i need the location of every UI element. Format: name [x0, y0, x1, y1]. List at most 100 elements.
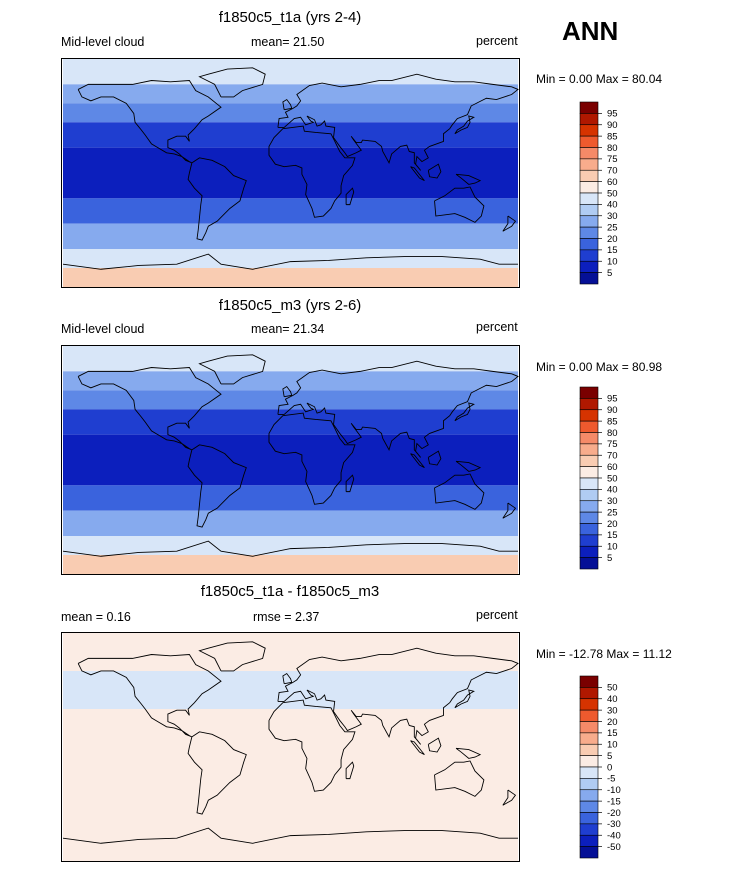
band-0-7 [62, 223, 519, 249]
colorbar-box-2-0 [579, 675, 599, 688]
colorbar-label-0-3: 80 [607, 143, 618, 154]
colorbar-box-0-11 [579, 226, 599, 239]
coastline-0-4 [268, 125, 356, 218]
band-0-4 [62, 147, 519, 173]
coastline-0-10 [282, 98, 293, 111]
colorbar-box-1-6 [579, 454, 599, 467]
colorbar-box-1-8 [579, 477, 599, 490]
colorbar-box-0-10 [579, 215, 599, 228]
coastline-1-8 [455, 460, 482, 472]
band-0-8 [62, 249, 519, 268]
colorbar-label-1-0: 95 [607, 394, 618, 405]
colorbar-box-1-13 [579, 534, 599, 547]
colorbar-box-2-10 [579, 789, 599, 802]
panel-1-title: f1850c5_t1a (yrs 2-4) [218, 9, 362, 26]
coastline-1-0 [77, 367, 222, 451]
colorbar-label-2-3: 20 [607, 717, 618, 728]
colorbar-label-1-12: 15 [607, 530, 618, 541]
coastline-1-11 [345, 474, 355, 493]
panel-2-mean: mean= 21.34 [251, 322, 325, 336]
colorbar-label-0-1: 90 [607, 120, 618, 131]
coastline-2-12 [502, 789, 517, 806]
colorbar-box-1-9 [579, 489, 599, 502]
colorbar-label-1-13: 10 [607, 542, 618, 553]
coastline-1-4 [268, 412, 356, 505]
panel-1-min-max: Min = 0.00 Max = 80.04 [536, 72, 663, 86]
coastline-1-5 [434, 473, 485, 510]
colorbar-box-1-12 [579, 523, 599, 536]
colorbar-label-2-1: 40 [607, 694, 618, 705]
colorbar-box-0-12 [579, 238, 599, 251]
band-1-4 [62, 434, 519, 460]
colorbar-label-2-8: -5 [607, 774, 615, 785]
colorbar-box-2-14 [579, 834, 599, 847]
colorbar-label-2-10: -15 [607, 796, 621, 807]
colorbar-label-1-14: 5 [607, 553, 612, 564]
colorbar-label-1-2: 85 [607, 416, 618, 427]
colorbar-box-1-15 [579, 557, 599, 570]
colorbar-box-0-8 [579, 192, 599, 205]
coastline-2-9 [454, 689, 475, 709]
coastline-1-3 [277, 360, 519, 458]
colorbar-label-1-7: 50 [607, 473, 618, 484]
coastline-2-7 [410, 740, 425, 756]
colorbar-label-0-4: 75 [607, 154, 618, 165]
panel-3-units: percent [476, 608, 518, 622]
coastline-2-0 [77, 654, 222, 738]
band-2-5 [62, 823, 519, 861]
colorbar-box-0-3 [579, 135, 599, 148]
coastline-0-6 [427, 163, 442, 179]
colorbar-box-0-0 [579, 101, 599, 114]
colorbar-label-0-7: 50 [607, 188, 618, 199]
colorbar-box-1-5 [579, 443, 599, 456]
colorbar-label-1-10: 25 [607, 507, 618, 518]
panel-2-map [61, 345, 520, 575]
coastline-2-8 [455, 747, 482, 759]
colorbar-label-0-14: 5 [607, 268, 612, 279]
panel-3-min-max: Min = -12.78 Max = 11.12 [536, 647, 672, 661]
panel-1-units: percent [476, 34, 518, 48]
coastline-2-2 [187, 731, 247, 815]
colorbar-label-2-7: 0 [607, 762, 612, 773]
colorbar-label-1-8: 40 [607, 485, 618, 496]
colorbar-label-2-5: 10 [607, 740, 618, 751]
coastline-2-3 [277, 647, 519, 745]
coastline-0-12 [502, 215, 517, 232]
colorbar-box-0-1 [579, 113, 599, 126]
colorbar-label-2-12: -30 [607, 819, 621, 830]
coastline-1-10 [282, 385, 293, 398]
band-2-1 [62, 671, 519, 709]
coastline-0-8 [455, 173, 482, 185]
panel-2-variable: Mid-level cloud [61, 322, 145, 336]
panel-1-variable: Mid-level cloud [61, 35, 145, 49]
colorbar-label-0-10: 25 [607, 222, 618, 233]
colorbar-box-1-7 [579, 466, 599, 479]
colorbar-box-0-6 [579, 169, 599, 182]
colorbar-box-2-2 [579, 698, 599, 711]
coastline-1-1 [198, 354, 266, 385]
panel-3-mean: mean = 0.16 [61, 610, 131, 624]
band-2-0 [62, 633, 519, 671]
colorbar-box-2-6 [579, 743, 599, 756]
colorbar-label-0-11: 20 [607, 234, 618, 245]
colorbar-box-2-15 [579, 846, 599, 859]
coastline-0-9 [454, 115, 475, 135]
coastline-2-1 [198, 641, 266, 672]
coastline-0-11 [345, 187, 355, 206]
colorbar-box-0-7 [579, 181, 599, 194]
colorbar-box-2-9 [579, 778, 599, 791]
colorbar-box-2-12 [579, 812, 599, 825]
colorbar-box-1-14 [579, 545, 599, 558]
band-0-9 [62, 268, 519, 287]
colorbar-box-1-1 [579, 398, 599, 411]
coastline-0-3 [277, 73, 519, 171]
panel-3-map [61, 632, 520, 862]
colorbar-box-0-2 [579, 124, 599, 137]
colorbar-label-0-2: 85 [607, 131, 618, 142]
band-1-8 [62, 536, 519, 555]
colorbar-box-2-1 [579, 687, 599, 700]
coastline-0-7 [410, 166, 425, 182]
colorbar-label-1-5: 70 [607, 451, 618, 462]
coastline-2-4 [268, 699, 356, 792]
coastline-1-6 [427, 450, 442, 466]
